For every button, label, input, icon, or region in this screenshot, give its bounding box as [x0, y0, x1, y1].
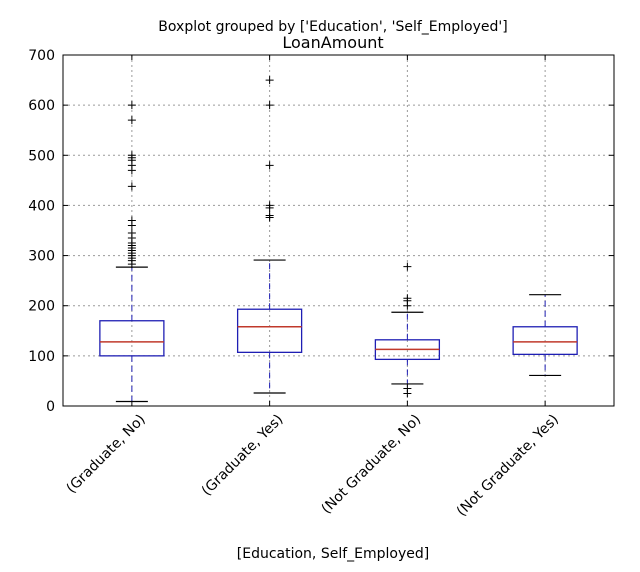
y-axis: 0 100 200 300 400 500 600 700 [28, 48, 614, 415]
y-tick-label: 300 [28, 249, 55, 265]
box-group [374, 262, 441, 398]
outlier-marker [127, 101, 136, 110]
outlier-marker [127, 216, 136, 225]
plot-frame [62, 54, 615, 407]
x-axis-label: [Education, Self_Employed] [237, 546, 429, 562]
box-group [99, 101, 165, 403]
outlier-marker [265, 201, 274, 210]
y-tick-label: 200 [28, 299, 55, 315]
outlier-marker [403, 262, 412, 271]
y-tick-label: 500 [28, 148, 55, 164]
x-axis: (Graduate, No) (Graduate, Yes) (Not Gradua… [63, 55, 562, 520]
x-tick-label: (Not Graduate, Yes) [454, 412, 562, 520]
outlier-marker [265, 101, 274, 110]
box-group [512, 294, 578, 377]
x-tick-label: (Not Graduate, No) [319, 412, 425, 518]
box-group [236, 76, 303, 394]
y-tick-label: 600 [28, 98, 55, 114]
iqr-box [236, 308, 303, 353]
iqr-box [512, 326, 578, 356]
iqr-box [99, 320, 165, 357]
outlier-marker [265, 211, 274, 220]
y-tick-label: 400 [28, 198, 55, 214]
chart-suptitle: Boxplot grouped by ['Education', 'Self_E… [158, 19, 507, 35]
x-tick-label: (Graduate, Yes) [199, 412, 287, 500]
y-tick-label: 700 [28, 48, 55, 64]
outlier-marker [403, 294, 412, 303]
x-tick-label: (Graduate, No) [63, 412, 148, 497]
outlier-marker [127, 116, 136, 125]
outlier-marker [127, 151, 136, 160]
outlier-marker [265, 76, 274, 85]
y-tick-label: 100 [28, 349, 55, 365]
boxes-layer [99, 76, 578, 403]
chart-title: LoanAmount [282, 33, 383, 52]
outlier-marker [265, 161, 274, 170]
outlier-marker [403, 384, 412, 393]
outlier-marker [127, 182, 136, 191]
y-tick-label: 0 [46, 399, 55, 415]
grid-lines [63, 55, 614, 406]
outlier-marker [127, 229, 136, 238]
